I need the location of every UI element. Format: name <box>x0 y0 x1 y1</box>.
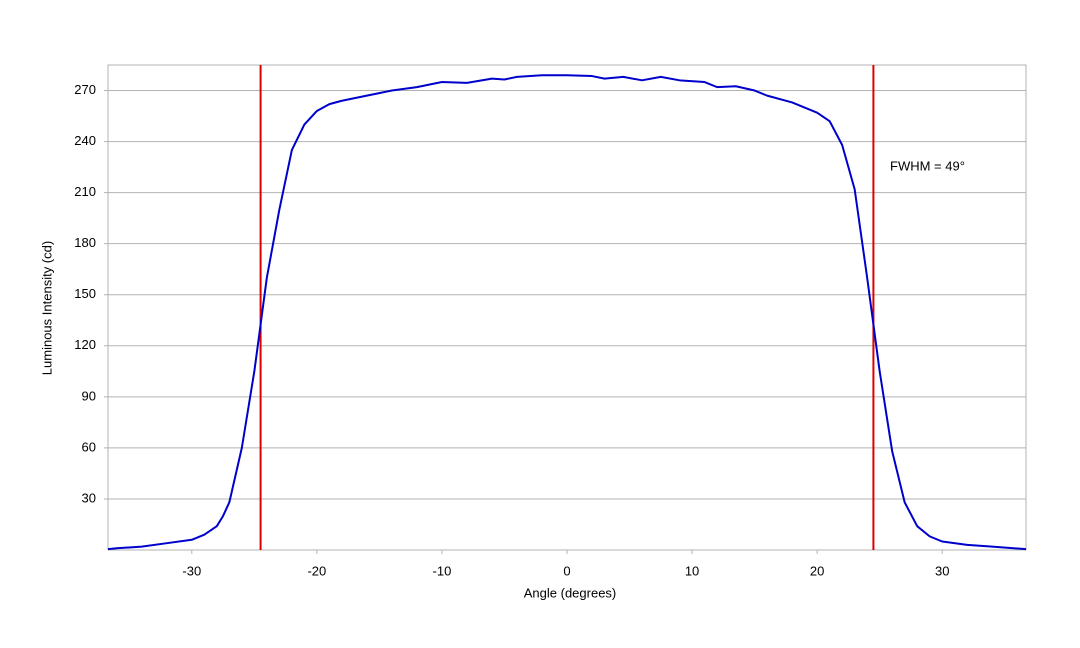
y-tick-label: 270 <box>74 82 96 97</box>
plot-frame <box>107 64 1027 551</box>
y-tick-label: 240 <box>74 133 96 148</box>
x-tick-label: 10 <box>685 563 699 578</box>
x-tick-label: -30 <box>182 563 201 578</box>
x-tick-label: -20 <box>307 563 326 578</box>
x-tick-label: 30 <box>935 563 949 578</box>
x-tick-label: 0 <box>563 563 570 578</box>
y-tick-label: 210 <box>74 184 96 199</box>
y-tick-label: 90 <box>82 388 96 403</box>
y-tick-label: 60 <box>82 439 96 454</box>
y-axis-label: Luminous Intensity (cd) <box>39 241 54 375</box>
y-tick-label: 180 <box>74 235 96 250</box>
x-axis-label: Angle (degrees) <box>524 585 617 600</box>
y-tick-label: 120 <box>74 337 96 352</box>
x-tick-label: 20 <box>810 563 824 578</box>
y-tick-label: 30 <box>82 490 96 505</box>
data-line <box>107 74 1027 551</box>
x-tick-label: -10 <box>433 563 452 578</box>
y-tick-label: 150 <box>74 286 96 301</box>
annotation: FWHM = 49° <box>890 158 965 173</box>
